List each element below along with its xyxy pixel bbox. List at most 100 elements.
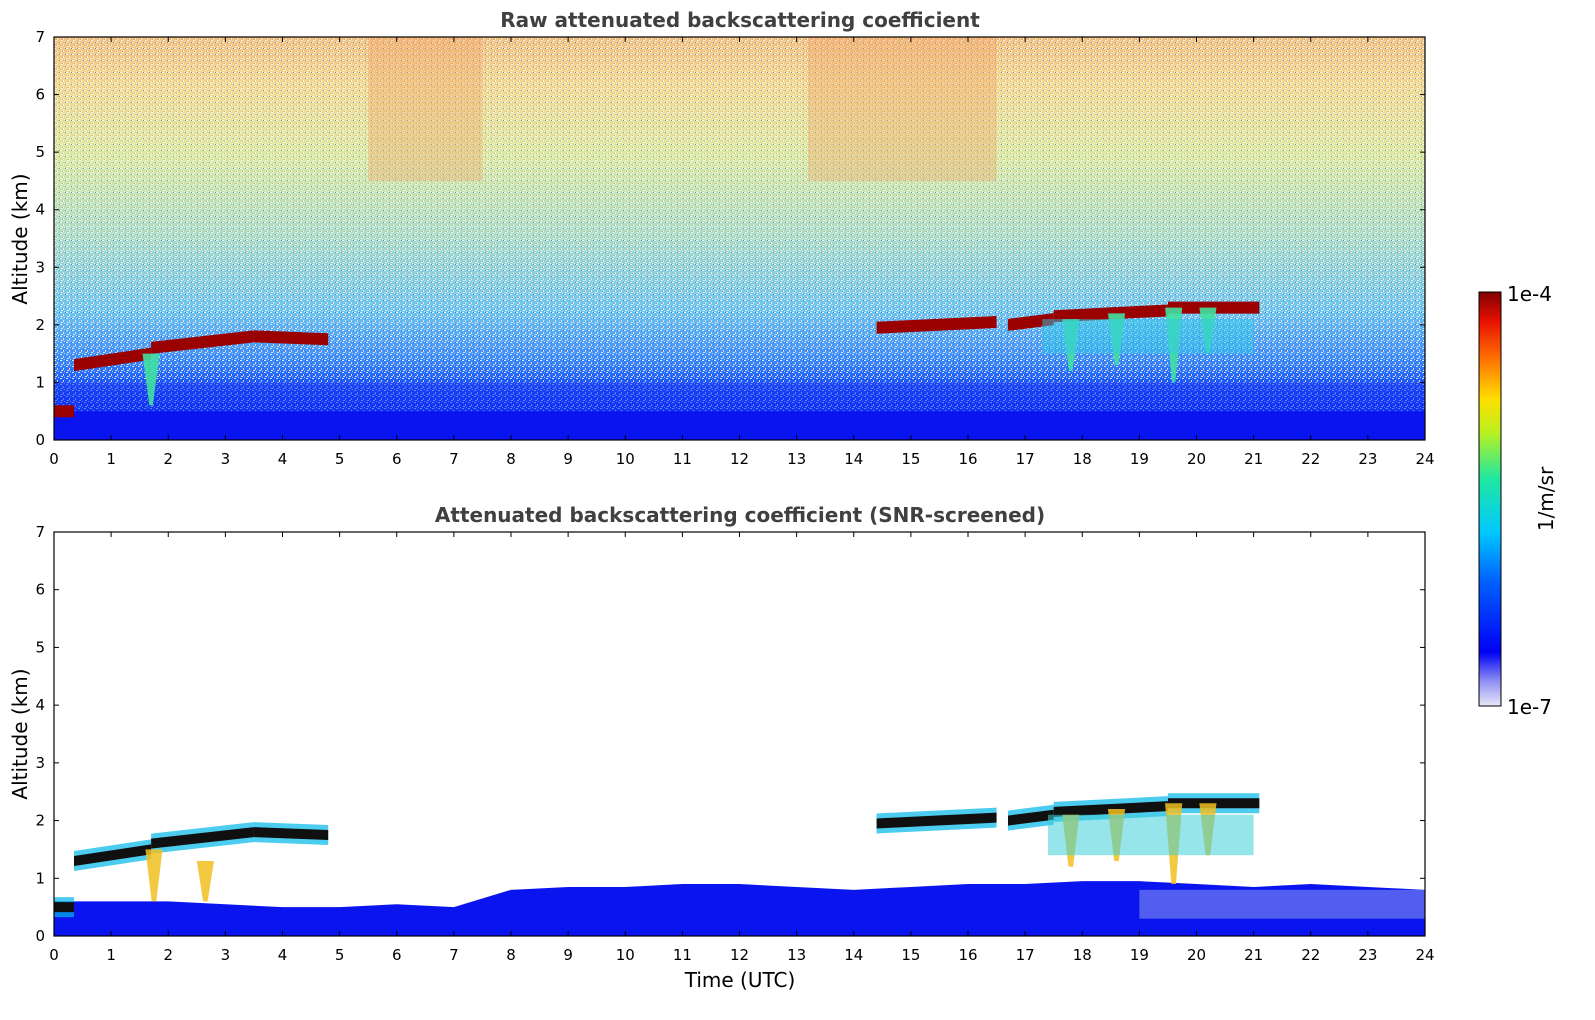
x-tick-label: 18 [1073,946,1092,964]
x-tick-label: 12 [730,450,749,468]
x-tick-label: 10 [616,946,635,964]
x-tick-label: 6 [392,946,402,964]
y-tick-label: 0 [35,431,45,449]
y-tick-label: 1 [35,869,45,887]
cloud-core [151,827,254,849]
x-tick-label: 7 [449,450,459,468]
y-tick-label: 7 [35,28,45,46]
cloud-layer [876,315,997,334]
x-tick-label: 4 [278,946,288,964]
panel-screened: Attenuated backscattering coefficient (S… [8,503,1435,992]
x-tick-label: 19 [1130,946,1149,964]
cloud-core [73,844,152,866]
ticks-screened: 0 1 2 3 4 5 6 7 8 9 10 11 12 13 14 15 16 17 18 19 20 21 22 23 24… [35,523,1434,964]
x-tick-label: 15 [901,450,920,468]
y-tick-label: 3 [35,258,45,276]
x-tick-label: 9 [563,450,573,468]
x-tick-label: 24 [1415,450,1434,468]
background-enhancement [808,37,997,181]
x-tick-label: 21 [1244,946,1263,964]
x-tick-label: 24 [1415,946,1434,964]
x-tick-label: 18 [1073,450,1092,468]
x-tick-label: 6 [392,450,402,468]
noise-texture-raw [54,37,1425,440]
ticks-raw: 0 1 2 3 4 5 6 7 8 9 10 11 12 13 14 15 16 17 18 19 20 21 22 23 24… [35,28,1434,468]
cloud-core [1007,809,1054,826]
x-tick-label: 19 [1130,450,1149,468]
virga-region [1047,814,1254,856]
y-tick-label: 0 [35,927,45,945]
plot-area-screened [54,532,1425,936]
virga-streak [142,353,160,406]
x-tick-label: 17 [1016,450,1035,468]
panel-raw: Raw attenuated backscattering coefficien… [8,8,1435,468]
x-tick-label: 12 [730,946,749,964]
y-axis-label-screened: Altitude (km) [8,668,32,799]
x-tick-label: 0 [49,946,59,964]
x-tick-label: 9 [563,946,573,964]
cloud-core [54,902,74,913]
chart-title-raw: Raw attenuated backscattering coefficien… [500,8,980,32]
x-tick-label: 15 [901,946,920,964]
y-tick-label: 4 [35,201,45,219]
x-tick-label: 13 [787,946,806,964]
virga-streak [145,849,163,902]
virga-region [1042,319,1254,354]
x-tick-label: 22 [1301,450,1320,468]
x-tick-label: 3 [221,450,231,468]
x-tick-label: 11 [673,450,692,468]
y-tick-label: 1 [35,373,45,391]
x-tick-label: 8 [506,450,516,468]
y-tick-label: 2 [35,812,45,830]
x-tick-label: 1 [106,450,116,468]
plot-area-raw [54,37,1425,440]
x-tick-label: 5 [335,946,345,964]
cloud-layer [151,330,254,354]
x-tick-label: 13 [787,450,806,468]
x-tick-label: 3 [221,946,231,964]
x-tick-label: 14 [844,450,863,468]
x-tick-label: 10 [616,450,635,468]
x-tick-label: 21 [1244,450,1263,468]
y-tick-label: 3 [35,754,45,772]
x-tick-label: 14 [844,946,863,964]
x-tick-label: 0 [49,450,59,468]
x-tick-label: 16 [958,946,977,964]
colorbar: 1e-4 1e-7 1/m/sr [1478,282,1558,719]
cloud-layer [54,405,74,418]
x-tick-label: 20 [1187,946,1206,964]
x-tick-label: 23 [1358,946,1377,964]
x-tick-label: 2 [163,450,173,468]
residual-layer [1139,889,1425,919]
x-tick-label: 1 [106,946,116,964]
x-tick-label: 20 [1187,450,1206,468]
x-tick-label: 7 [449,946,459,964]
x-tick-label: 16 [958,450,977,468]
background-enhancement [368,37,483,181]
y-tick-label: 6 [35,86,45,104]
y-tick-label: 6 [35,581,45,599]
y-tick-label: 2 [35,316,45,334]
y-axis-label-raw: Altitude (km) [8,173,32,304]
x-tick-label: 5 [335,450,345,468]
cloud-core [253,827,329,840]
colorbar-min-label: 1e-7 [1507,695,1552,719]
x-tick-label: 8 [506,946,516,964]
y-tick-label: 5 [35,143,45,161]
x-tick-label: 4 [278,450,288,468]
y-tick-label: 5 [35,638,45,656]
x-tick-label: 23 [1358,450,1377,468]
boundary-layer-screened [54,881,1425,936]
colorbar-max-label: 1e-4 [1507,282,1552,306]
chart-title-screened: Attenuated backscattering coefficient (S… [435,503,1045,527]
y-tick-label: 4 [35,696,45,714]
colorbar-unit-label: 1/m/sr [1534,466,1558,531]
x-tick-label: 2 [163,946,173,964]
virga-streak [196,860,214,902]
cloud-core [876,812,997,829]
x-tick-label: 11 [673,946,692,964]
colorbar-gradient [1478,291,1502,707]
lower-aerosol-raw [54,382,1425,412]
x-tick-label: 22 [1301,946,1320,964]
